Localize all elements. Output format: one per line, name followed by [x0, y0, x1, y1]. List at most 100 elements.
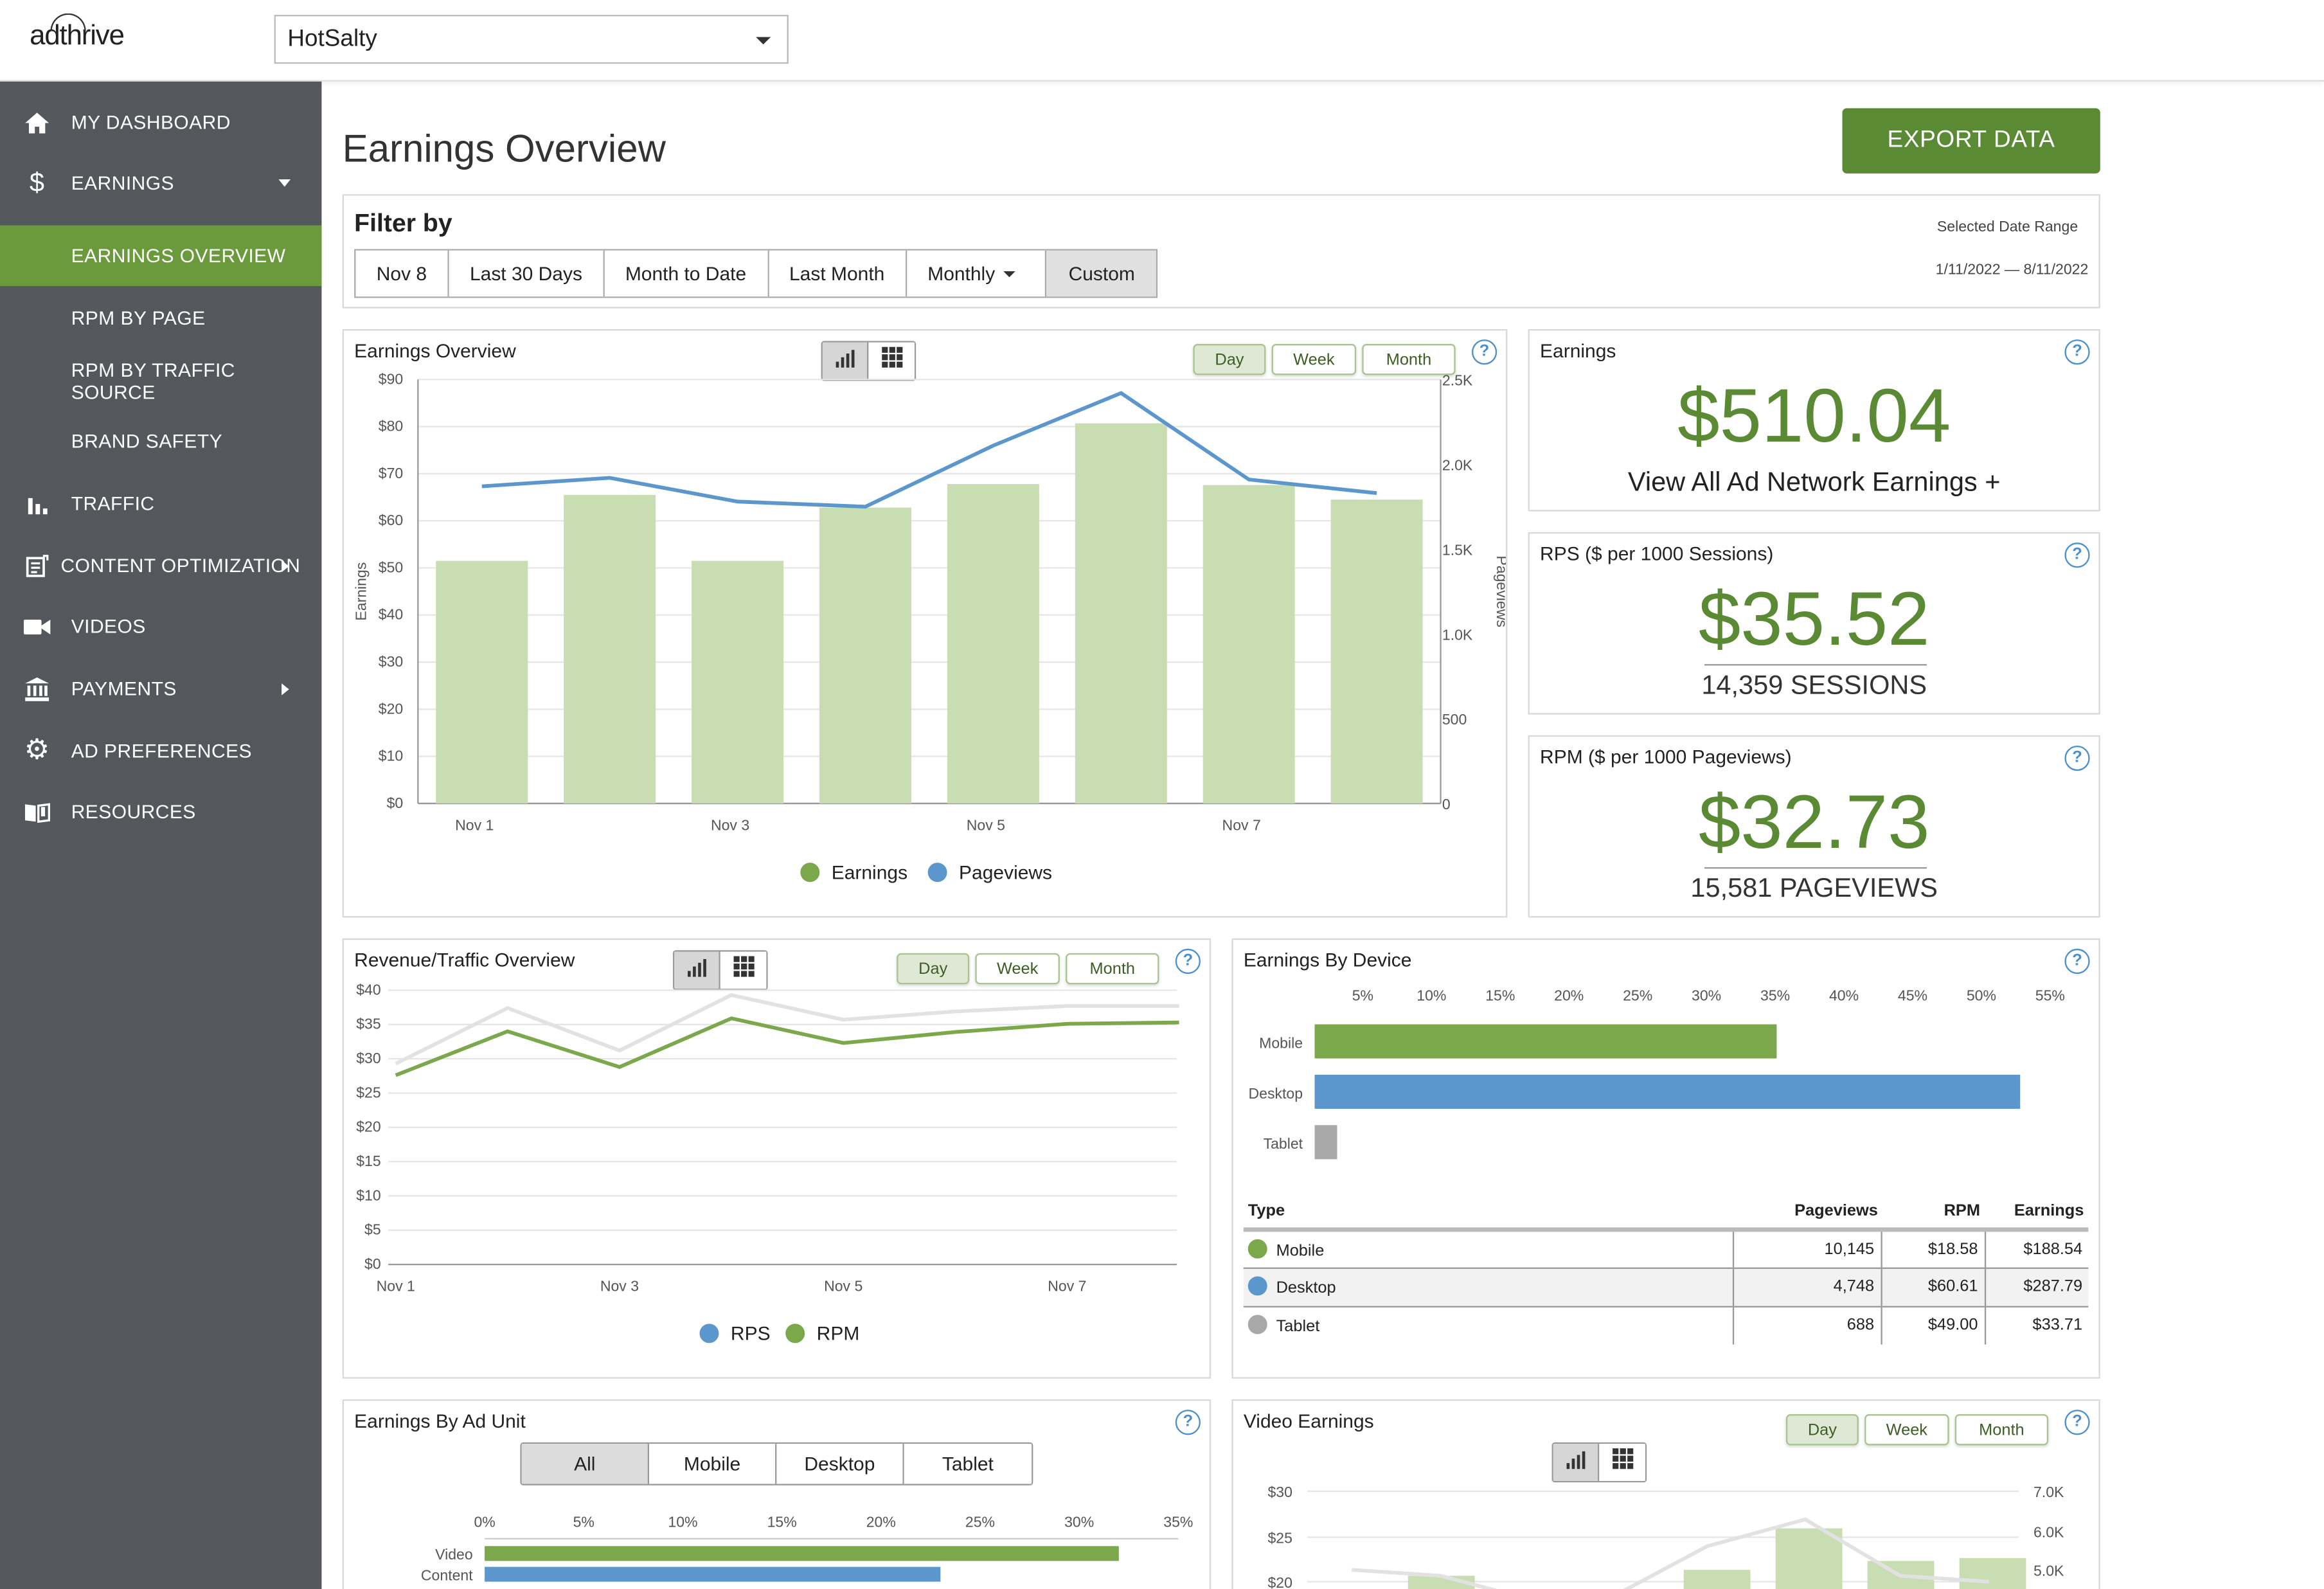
- y-tick-label: $30: [356, 1050, 380, 1066]
- day-toggle[interactable]: Day: [1785, 1414, 1859, 1446]
- video-bar: [1683, 1570, 1751, 1589]
- x-tick-label: 35%: [1760, 987, 1790, 1004]
- bank-icon: [24, 675, 51, 702]
- help-icon[interactable]: ?: [1175, 1410, 1201, 1435]
- week-toggle[interactable]: Week: [1271, 344, 1357, 375]
- y-tick-label: $30: [1267, 1484, 1292, 1500]
- column-header: RPM: [1944, 1202, 1980, 1221]
- chart-view-button[interactable]: [674, 951, 720, 989]
- tab-tablet[interactable]: Tablet: [904, 1444, 1032, 1484]
- sidebar-item-label: MY DASHBOARD: [71, 111, 231, 134]
- site-select[interactable]: HotSalty: [274, 15, 789, 64]
- sidebar-item-videos[interactable]: VIDEOS: [0, 596, 321, 657]
- pageviews-cell: 10,145: [1731, 1228, 1881, 1268]
- help-icon[interactable]: ?: [2064, 745, 2090, 771]
- chevron-down-icon: [756, 37, 771, 45]
- tab-mobile[interactable]: Mobile: [649, 1444, 777, 1484]
- week-toggle[interactable]: Week: [975, 953, 1060, 985]
- chart-view-button[interactable]: [1553, 1444, 1600, 1481]
- sidebar-item-rpm-by-page[interactable]: RPM BY PAGE: [0, 287, 321, 348]
- logo[interactable]: adthrive: [30, 13, 125, 53]
- y2-tick-label: 0: [1442, 796, 1451, 812]
- legend-rps[interactable]: RPS: [699, 1322, 771, 1345]
- table-view-button[interactable]: [720, 951, 767, 989]
- sidebar-item-ad-preferences[interactable]: ⚙ AD PREFERENCES: [0, 721, 321, 782]
- sessions-count: 14,359 SESSIONS: [1701, 670, 1927, 700]
- month-toggle[interactable]: Month: [1066, 953, 1159, 985]
- filter-month-to-date-button[interactable]: Month to Date: [604, 250, 769, 297]
- gear-icon: ⚙: [24, 735, 50, 767]
- week-toggle[interactable]: Week: [1864, 1414, 1949, 1446]
- chart-view-toggle: [672, 950, 768, 991]
- sidebar-item-my-dashboard[interactable]: MY DASHBOARD: [0, 92, 321, 153]
- top-bar: adthrive HotSalty: [0, 0, 2324, 82]
- rpm-line: [395, 1016, 1179, 1077]
- tablet-dot: [1247, 1315, 1267, 1335]
- filter-nov-8-button[interactable]: Nov 8: [355, 250, 449, 297]
- filter-button-group: Nov 8 Last 30 Days Month to Date Last Mo…: [354, 249, 1158, 298]
- filter-last-month-button[interactable]: Last Month: [768, 250, 907, 297]
- earnings-bar: [436, 561, 528, 803]
- month-toggle[interactable]: Month: [1362, 344, 1456, 375]
- filter-custom-button[interactable]: Custom: [1046, 250, 1157, 297]
- sidebar-item-content-optimization[interactable]: CONTENT OPTIMIZATION: [0, 535, 321, 597]
- x-tick-label: 20%: [1554, 987, 1584, 1004]
- video-earnings-chart: $30 $25 $20 7.0K 6.0K 5.0K: [1267, 1484, 2064, 1589]
- earnings-overview-chart: $90 $80 $70 $60 $50 $40 $30 $20 $10 $0 2.5K 2.0K 1.5…: [353, 370, 1506, 833]
- help-icon[interactable]: ?: [2064, 543, 2090, 568]
- legend-earnings[interactable]: Earnings: [800, 861, 907, 883]
- rpm-value: $32.73: [1698, 780, 1930, 865]
- legend-dot: [699, 1324, 719, 1343]
- sidebar-item-traffic[interactable]: TRAFFIC: [0, 473, 321, 534]
- help-icon[interactable]: ?: [1471, 339, 1497, 365]
- y-tick-label: $35: [356, 1016, 380, 1032]
- x-tick-label: Nov 1: [455, 816, 494, 833]
- date-range-value: 1/11/2022 — 8/11/2022: [1935, 262, 2089, 279]
- ad-unit-bar: [485, 1546, 1119, 1561]
- tab-desktop[interactable]: Desktop: [776, 1444, 904, 1484]
- month-toggle[interactable]: Month: [1954, 1414, 2049, 1446]
- video-earnings-panel: Video Earnings Day Week Month ? $30 $25 $2…: [1231, 1399, 2100, 1589]
- sidebar-item-resources[interactable]: RESOURCES: [0, 781, 321, 842]
- type-label: Mobile: [1276, 1241, 1325, 1260]
- y2-tick-label: 5.0K: [2034, 1562, 2064, 1579]
- sidebar-item-earnings[interactable]: $ EARNINGS: [0, 153, 321, 214]
- ad-unit-bar: [485, 1567, 941, 1582]
- tab-all[interactable]: All: [521, 1444, 650, 1484]
- legend-rpm[interactable]: RPM: [785, 1322, 859, 1345]
- chart-view-button[interactable]: [822, 342, 869, 380]
- day-toggle[interactable]: Day: [1193, 344, 1266, 375]
- view-all-earnings-link[interactable]: View All Ad Network Earnings +: [1627, 467, 2001, 497]
- export-data-button[interactable]: EXPORT DATA: [1842, 108, 2100, 174]
- bar-chart-icon: [1565, 1449, 1586, 1476]
- bar-chart-icon: [834, 348, 855, 375]
- sidebar-item-earnings-overview[interactable]: EARNINGS OVERVIEW: [0, 225, 322, 287]
- day-toggle[interactable]: Day: [897, 953, 970, 985]
- table-view-button[interactable]: [868, 342, 915, 380]
- home-icon: [24, 109, 51, 136]
- sidebar-item-rpm-by-traffic-source[interactable]: RPM BY TRAFFIC SOURCE: [0, 350, 321, 411]
- x-tick-label: Nov 5: [967, 816, 1005, 833]
- help-icon[interactable]: ?: [2064, 1410, 2090, 1435]
- filter-monthly-dropdown[interactable]: Monthly: [906, 250, 1047, 297]
- table-view-button[interactable]: [1599, 1444, 1645, 1481]
- device-table: Type Pageviews RPM Earnings Mobile 10,14…: [1243, 1196, 2089, 1345]
- grid-icon: [880, 346, 902, 375]
- help-icon[interactable]: ?: [2064, 948, 2090, 974]
- sidebar-item-brand-safety[interactable]: BRAND SAFETY: [0, 411, 321, 472]
- pageviews-line: [481, 391, 1377, 509]
- grid-icon: [733, 956, 754, 984]
- filter-last-30-days-button[interactable]: Last 30 Days: [449, 250, 605, 297]
- site-select-value: HotSalty: [287, 26, 377, 52]
- y-tick-label: $20: [356, 1118, 380, 1135]
- sidebar-item-payments[interactable]: PAYMENTS: [0, 658, 321, 719]
- type-cell: Tablet: [1244, 1306, 1733, 1345]
- panel-title: Earnings By Ad Unit: [354, 1410, 526, 1432]
- stat-title: RPM ($ per 1000 Pageviews): [1540, 745, 1792, 768]
- help-icon[interactable]: ?: [1175, 948, 1201, 974]
- legend-pageviews[interactable]: Pageviews: [927, 861, 1052, 883]
- y-axis-label: Earnings: [353, 562, 370, 621]
- y-tick-label: $80: [379, 418, 403, 435]
- x-tick-label: 25%: [1623, 987, 1652, 1004]
- help-icon[interactable]: ?: [2064, 339, 2090, 365]
